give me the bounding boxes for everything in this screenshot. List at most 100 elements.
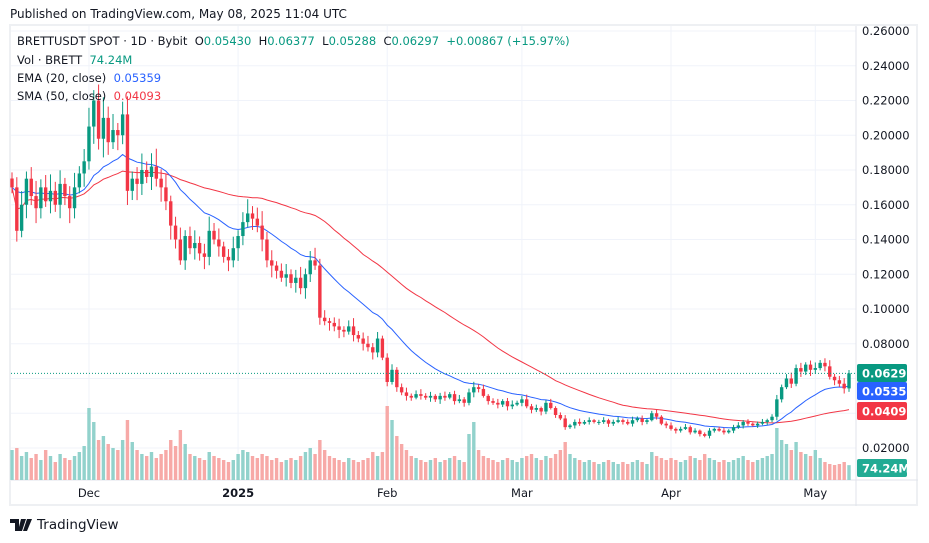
candle <box>308 251 312 282</box>
volume-bar <box>337 460 341 480</box>
candle <box>558 412 563 421</box>
candle-body <box>751 423 755 426</box>
volume-bar <box>640 462 644 480</box>
volume-bar <box>308 448 312 480</box>
low-label: L <box>322 34 329 48</box>
sma-label[interactable]: SMA (50, close) <box>17 89 107 103</box>
volume-bar <box>577 460 582 480</box>
volume-bar <box>19 456 24 480</box>
candle-body <box>77 173 82 188</box>
volume-bar <box>467 434 471 480</box>
candle <box>15 177 19 242</box>
candle-body <box>34 196 38 209</box>
volume-bar <box>650 452 654 480</box>
candle <box>741 420 745 429</box>
candle-body <box>486 395 490 402</box>
volume-label[interactable]: Vol · BRETT <box>17 53 83 67</box>
candle-body <box>173 225 178 240</box>
candle-body <box>385 357 389 382</box>
candle <box>563 415 567 430</box>
volume-bar <box>135 450 139 480</box>
candle-body <box>669 425 673 429</box>
volume-bar <box>140 454 144 480</box>
candle <box>842 378 846 394</box>
candle-body <box>611 421 615 424</box>
close-price-label: 0.06297 <box>857 364 914 382</box>
candle <box>630 416 635 427</box>
candle <box>693 428 697 434</box>
volume-bar <box>63 458 67 480</box>
volume-bar <box>443 460 447 480</box>
candle <box>428 391 433 402</box>
volume-bar <box>592 462 596 480</box>
candle-body <box>130 178 134 191</box>
chart-frame <box>9 24 918 506</box>
volume-bar <box>558 450 563 480</box>
candle-body <box>481 388 486 396</box>
volume-bar <box>10 450 14 480</box>
volume-bar <box>727 462 731 480</box>
candle <box>496 398 500 409</box>
candle-body <box>626 421 630 424</box>
candle <box>68 186 72 224</box>
candle-body <box>683 427 688 429</box>
candle-body <box>279 270 284 278</box>
candle <box>120 101 125 145</box>
candle <box>736 422 741 429</box>
volume-bar <box>120 440 125 480</box>
volume-bar <box>573 458 577 480</box>
candle <box>621 418 625 425</box>
candle <box>443 391 447 401</box>
candle-body <box>717 428 721 431</box>
candles <box>10 84 851 439</box>
candle-body <box>82 161 86 174</box>
candle-body <box>828 366 832 377</box>
candle <box>298 266 303 295</box>
candle-body <box>399 387 404 393</box>
volume-bar <box>842 462 846 480</box>
volume-bar <box>48 456 53 480</box>
volume-bar <box>236 454 240 480</box>
candle-body <box>496 402 500 405</box>
volume-bar <box>318 440 322 480</box>
volume-value: 74.24M <box>89 53 133 67</box>
volume-bar <box>481 456 486 480</box>
candle-body <box>765 420 769 422</box>
volume-bar <box>164 450 168 480</box>
x-tick-label: Dec <box>78 486 100 500</box>
close-label: C <box>383 34 392 48</box>
volume-bar <box>525 456 529 480</box>
volume-bar <box>659 458 664 480</box>
candle <box>87 107 91 170</box>
candle-body <box>337 326 341 330</box>
candle <box>173 216 178 249</box>
candle-body <box>332 322 336 327</box>
candle <box>92 90 96 144</box>
candle-body <box>654 413 659 417</box>
candle <box>380 335 385 361</box>
volume-bar <box>96 440 101 480</box>
volume-bar <box>92 422 96 480</box>
volume-bar <box>404 450 409 480</box>
candle <box>837 375 842 387</box>
volume-bar <box>342 462 346 480</box>
volume-bar <box>476 450 481 480</box>
candle <box>491 398 495 405</box>
volume-bar <box>351 460 356 480</box>
volume-bar <box>332 458 336 480</box>
candle <box>371 343 375 360</box>
candle <box>399 383 404 396</box>
candle-body <box>568 425 572 428</box>
tradingview-logo[interactable]: TradingView <box>10 517 119 533</box>
candle-body <box>149 166 154 177</box>
volume-bar <box>366 458 370 480</box>
volume-bar <box>448 458 452 480</box>
ema-label[interactable]: EMA (20, close) <box>17 71 107 85</box>
candle <box>53 181 57 212</box>
candle-body <box>111 130 115 143</box>
candle-body <box>19 204 24 231</box>
symbol-label[interactable]: BRETTUSDT SPOT · 1D · Bybit <box>17 34 188 48</box>
candle <box>236 230 240 261</box>
candle-body <box>313 260 317 266</box>
